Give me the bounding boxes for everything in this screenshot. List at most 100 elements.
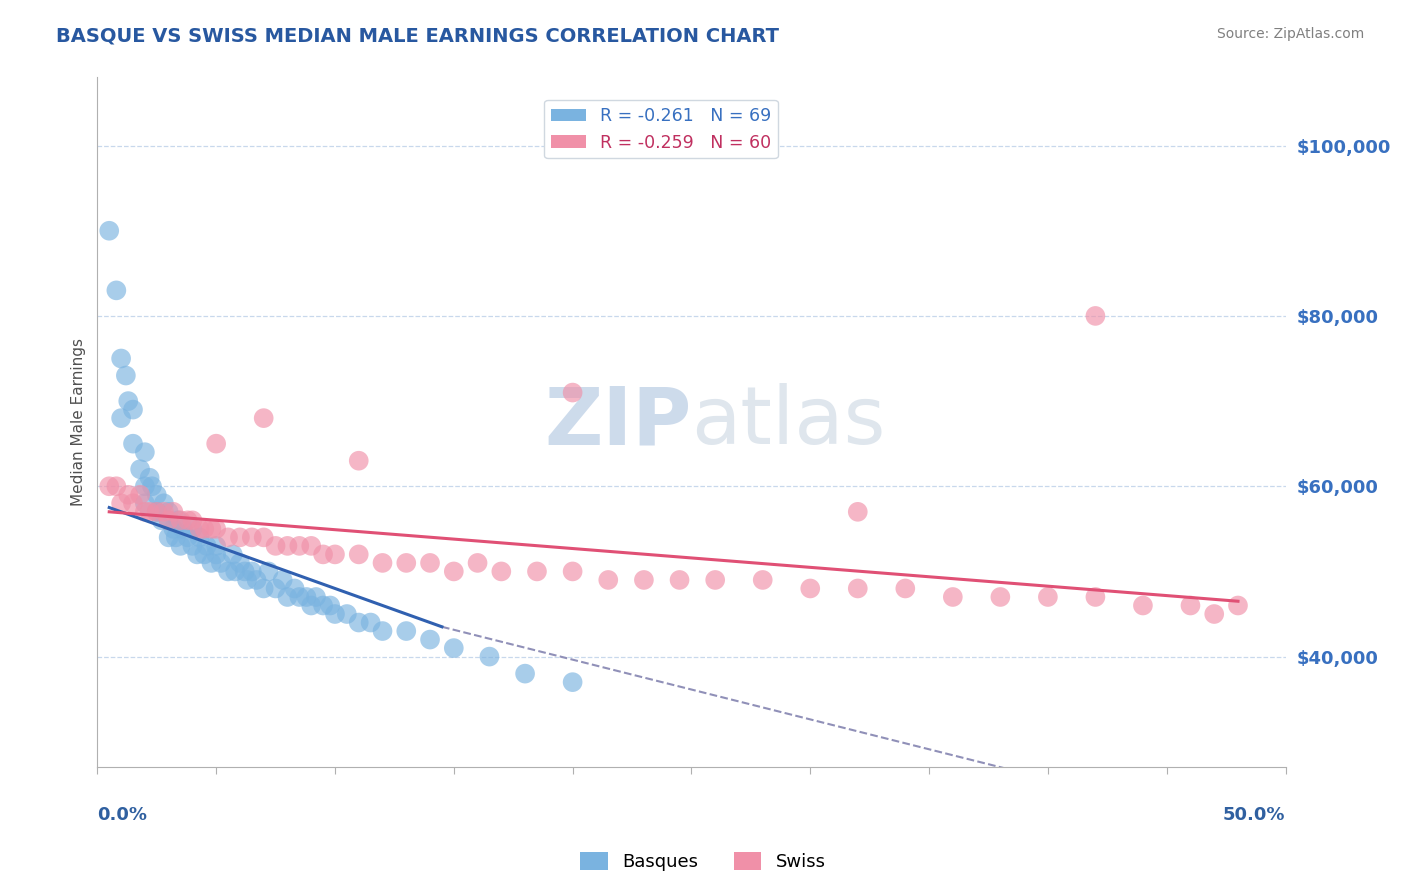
Point <box>105 479 128 493</box>
Point <box>336 607 359 621</box>
Point <box>205 548 228 562</box>
Point <box>1132 599 1154 613</box>
Point <box>193 548 215 562</box>
Point <box>110 351 132 366</box>
Point <box>117 394 139 409</box>
Point <box>188 522 211 536</box>
Point <box>157 513 180 527</box>
Point <box>134 479 156 493</box>
Point <box>323 548 346 562</box>
Point <box>271 573 294 587</box>
Point <box>141 479 163 493</box>
Point <box>188 530 211 544</box>
Point <box>98 224 121 238</box>
Point <box>205 539 228 553</box>
Point <box>443 641 465 656</box>
Point <box>264 582 287 596</box>
Point <box>347 615 370 630</box>
Point <box>1036 590 1059 604</box>
Point <box>240 530 263 544</box>
Point <box>467 556 489 570</box>
Point <box>347 548 370 562</box>
Point <box>323 607 346 621</box>
Point <box>478 649 501 664</box>
Point <box>264 539 287 553</box>
Point <box>253 411 276 425</box>
Point <box>222 548 245 562</box>
Point <box>193 522 215 536</box>
Point <box>145 488 167 502</box>
Point <box>371 624 394 638</box>
Point <box>312 548 335 562</box>
Point <box>299 599 322 613</box>
Point <box>110 411 132 425</box>
Point <box>129 462 152 476</box>
Point <box>894 582 917 596</box>
Point <box>668 573 690 587</box>
Point <box>284 582 307 596</box>
Point <box>236 573 259 587</box>
Point <box>846 505 869 519</box>
Point <box>134 505 156 519</box>
Point <box>172 522 194 536</box>
Point <box>347 453 370 467</box>
Point <box>988 590 1011 604</box>
Point <box>395 556 418 570</box>
Point <box>145 505 167 519</box>
Point <box>233 565 256 579</box>
Text: 0.0%: 0.0% <box>97 805 148 823</box>
Point <box>205 436 228 450</box>
Point <box>157 513 180 527</box>
Y-axis label: Median Male Earnings: Median Male Earnings <box>72 338 86 507</box>
Point <box>1204 607 1226 621</box>
Point <box>195 539 218 553</box>
Point <box>240 565 263 579</box>
Point <box>704 573 727 587</box>
Point <box>319 599 342 613</box>
Point <box>288 539 311 553</box>
Text: BASQUE VS SWISS MEDIAN MALE EARNINGS CORRELATION CHART: BASQUE VS SWISS MEDIAN MALE EARNINGS COR… <box>56 27 779 45</box>
Point <box>176 530 198 544</box>
Point <box>561 385 583 400</box>
Point <box>134 496 156 510</box>
Point <box>115 368 138 383</box>
Point <box>138 505 160 519</box>
Point <box>217 565 239 579</box>
Point <box>200 556 222 570</box>
Point <box>598 573 620 587</box>
Point <box>122 496 145 510</box>
Point <box>165 530 187 544</box>
Point <box>169 539 191 553</box>
Point <box>371 556 394 570</box>
Point <box>145 505 167 519</box>
Point <box>169 513 191 527</box>
Legend: R = -0.261   N = 69, R = -0.259   N = 60: R = -0.261 N = 69, R = -0.259 N = 60 <box>544 100 778 159</box>
Point <box>305 590 328 604</box>
Point <box>395 624 418 638</box>
Point <box>153 496 176 510</box>
Point <box>799 582 821 596</box>
Point <box>633 573 655 587</box>
Point <box>122 402 145 417</box>
Point <box>162 522 184 536</box>
Point <box>105 284 128 298</box>
Point <box>150 513 173 527</box>
Point <box>299 539 322 553</box>
Point <box>186 548 208 562</box>
Point <box>846 582 869 596</box>
Point <box>295 590 318 604</box>
Text: ZIP: ZIP <box>544 384 692 461</box>
Point <box>751 573 773 587</box>
Point <box>229 556 252 570</box>
Point <box>122 436 145 450</box>
Point <box>1084 309 1107 323</box>
Point <box>224 565 246 579</box>
Point <box>491 565 513 579</box>
Point <box>138 471 160 485</box>
Point <box>229 530 252 544</box>
Point <box>181 522 204 536</box>
Point <box>1084 590 1107 604</box>
Point <box>181 513 204 527</box>
Point <box>942 590 965 604</box>
Point <box>129 488 152 502</box>
